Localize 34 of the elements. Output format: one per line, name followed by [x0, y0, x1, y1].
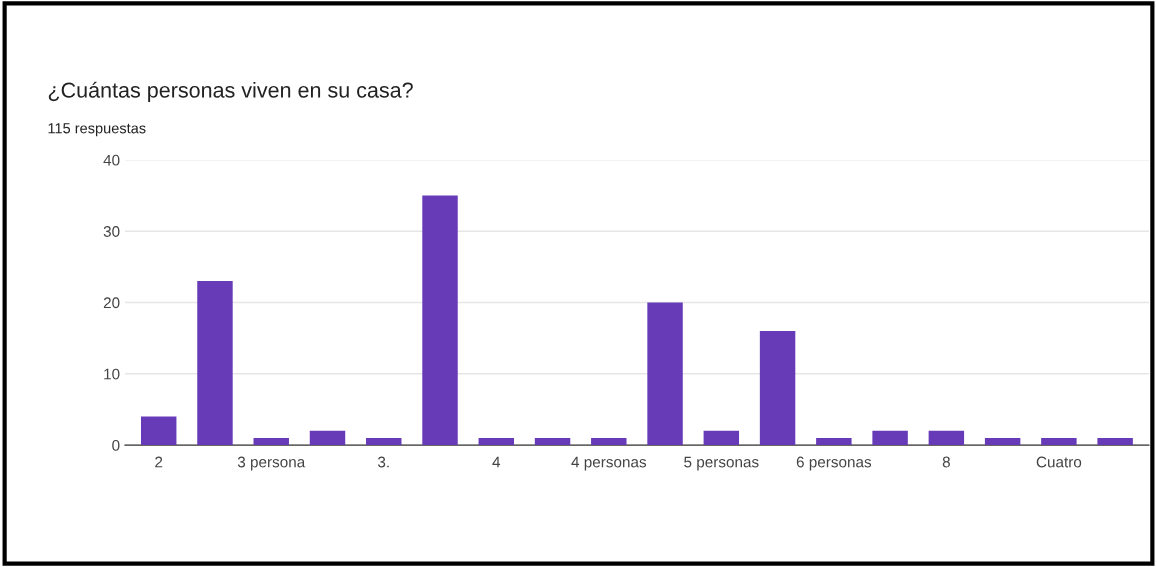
x-tick-label: 8 [942, 456, 950, 468]
x-tick-label: 3 persona [237, 456, 306, 471]
chart-subtitle: 115 respuestas [48, 123, 146, 137]
bar [309, 430, 346, 446]
bar [366, 437, 402, 446]
bar [591, 437, 627, 446]
bar [140, 416, 177, 446]
x-tick-label: 2 [155, 456, 163, 468]
y-tick-label: 40 [103, 154, 120, 166]
y-tick-label: 0 [112, 439, 120, 451]
x-tick-label: 3. [377, 456, 389, 468]
bar [872, 430, 908, 446]
x-tick-label: Cuatro [1036, 456, 1082, 468]
x-tick-label: 4 [492, 456, 501, 468]
bar [478, 437, 514, 446]
bar [647, 302, 683, 446]
bar [928, 430, 965, 446]
y-tick-label: 20 [103, 297, 120, 309]
x-tick-label: 6 personas [796, 456, 872, 471]
bar [984, 437, 1021, 446]
bar [759, 331, 796, 446]
bar [1041, 437, 1077, 446]
y-tick-label: 30 [103, 226, 120, 237]
bar [534, 437, 571, 446]
bar [1097, 437, 1133, 446]
bar [197, 281, 233, 446]
x-tick-label: 4 personas [571, 456, 647, 471]
bar [422, 195, 458, 446]
bar [253, 437, 289, 446]
chart-title: ¿Cuántas personas viven en su casa? [48, 81, 413, 102]
x-tick-label: 5 personas [684, 456, 759, 471]
bar [816, 437, 852, 446]
y-tick-label: 10 [104, 368, 120, 380]
bar [703, 430, 740, 446]
